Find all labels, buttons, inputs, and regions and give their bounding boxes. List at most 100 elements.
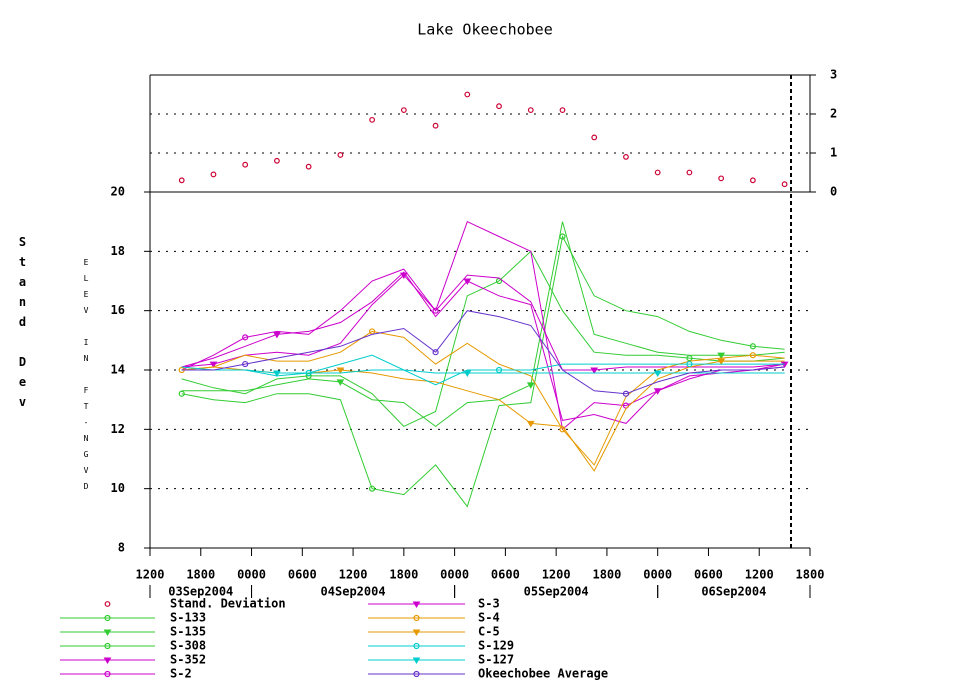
x-tick-label: 0000 — [237, 568, 266, 582]
legend-marker — [104, 642, 111, 650]
day-label: 04Sep2004 — [321, 585, 386, 599]
legend-marker — [412, 601, 421, 608]
point — [654, 169, 661, 176]
day-label: 03Sep2004 — [168, 585, 233, 599]
x-tick-label: 1200 — [136, 568, 165, 582]
marker — [336, 367, 345, 374]
legend-label: S-3 — [478, 597, 500, 611]
x-tick-label: 1800 — [389, 568, 418, 582]
marker — [209, 361, 218, 369]
point — [337, 152, 344, 158]
point — [527, 107, 534, 113]
marker — [653, 370, 662, 377]
marker — [686, 360, 693, 368]
legend-marker — [413, 670, 420, 678]
x-tick-label: 1800 — [592, 568, 621, 582]
marker — [242, 334, 249, 341]
legend-label: S-2 — [170, 667, 192, 681]
point — [432, 122, 439, 129]
y-label: Stand Dev — [16, 235, 30, 415]
y-label: ELEV IN FT-NGVD — [82, 258, 91, 498]
legend-marker — [412, 657, 421, 664]
y-tick-label: 2 — [830, 107, 837, 121]
legend-label: S-4 — [478, 611, 500, 625]
legend-marker — [104, 670, 111, 678]
legend-marker — [413, 642, 420, 650]
chart-title: Lake Okeechobee — [417, 21, 552, 39]
marker — [273, 331, 281, 339]
point — [305, 163, 312, 170]
point — [369, 116, 376, 123]
marker — [463, 278, 472, 285]
series-line — [181, 271, 785, 424]
series-line — [181, 274, 785, 371]
x-tick-label: 1200 — [339, 568, 368, 582]
day-label: 06Sep2004 — [701, 585, 766, 599]
x-tick-label: 0600 — [491, 568, 520, 582]
marker — [749, 352, 756, 359]
marker — [622, 390, 630, 397]
y-tick-label: 12 — [111, 422, 125, 436]
x-tick-label: 1800 — [186, 568, 215, 582]
marker — [590, 367, 599, 374]
y-tick-label: 1 — [830, 146, 837, 160]
point — [591, 134, 598, 141]
marker — [399, 272, 408, 280]
series-line — [181, 221, 785, 428]
marker — [336, 379, 345, 386]
marker — [526, 382, 535, 389]
legend-label: Okeechobee Average — [478, 667, 608, 681]
point — [210, 171, 217, 178]
legend-label: S-133 — [170, 611, 206, 625]
y-tick-label: 20 — [111, 185, 125, 199]
legend-marker — [103, 629, 112, 636]
marker — [717, 352, 726, 360]
point — [686, 169, 693, 176]
x-tick-label: 0000 — [643, 568, 672, 582]
legend-marker — [103, 657, 112, 664]
y-tick-label: 10 — [111, 481, 125, 495]
series-line — [181, 250, 785, 428]
point — [274, 157, 280, 164]
legend-label: S-135 — [170, 625, 206, 639]
y-tick-label: 16 — [111, 303, 125, 317]
point — [496, 103, 502, 110]
legend-label: S-127 — [478, 653, 514, 667]
marker — [369, 485, 376, 492]
x-tick-label: 0600 — [694, 568, 723, 582]
legend-label: Stand. Deviation — [170, 597, 286, 611]
y-tick-label: 18 — [111, 244, 125, 258]
point — [781, 181, 788, 188]
point — [242, 161, 249, 168]
marker — [463, 370, 472, 377]
marker — [432, 349, 439, 356]
x-tick-label: 1200 — [745, 568, 774, 582]
point — [749, 177, 756, 184]
y-tick-label: 8 — [118, 541, 125, 555]
point — [464, 91, 471, 98]
legend-label: S-352 — [170, 653, 206, 667]
series-line — [181, 310, 785, 395]
marker — [717, 358, 726, 366]
legend-marker — [413, 614, 420, 622]
series-line — [181, 354, 785, 386]
point — [718, 175, 725, 182]
legend-marker — [104, 601, 111, 607]
marker — [526, 420, 535, 428]
series-line — [181, 235, 785, 508]
marker — [749, 343, 756, 350]
y-tick-label: 14 — [111, 363, 125, 377]
series-line — [181, 369, 785, 374]
x-tick-label: 1200 — [542, 568, 571, 582]
series-line — [181, 330, 785, 466]
legend-label: S-308 — [170, 639, 206, 653]
point — [178, 177, 185, 184]
marker — [242, 360, 249, 368]
day-label: 05Sep2004 — [524, 585, 589, 599]
x-tick-label: 0600 — [288, 568, 317, 582]
marker — [273, 370, 281, 377]
y-tick-label: 0 — [830, 185, 837, 199]
x-tick-label: 1800 — [796, 568, 825, 582]
series-line — [181, 221, 785, 431]
